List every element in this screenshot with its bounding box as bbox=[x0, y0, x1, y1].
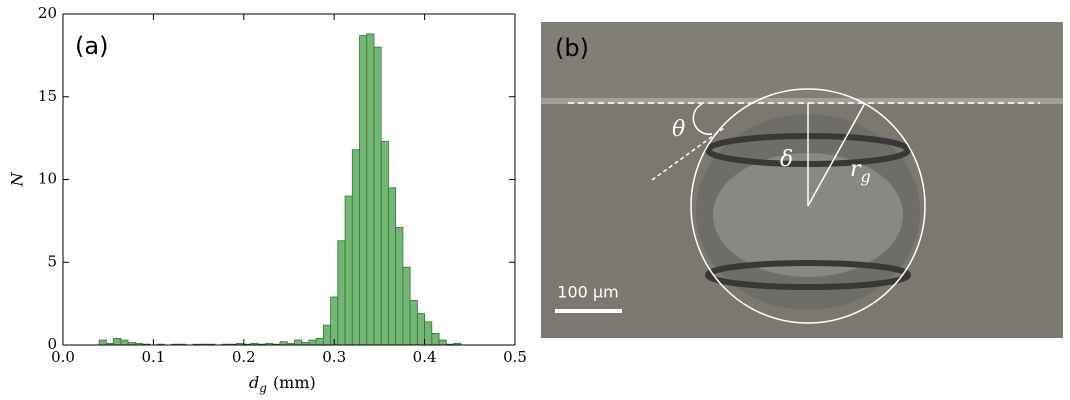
bar bbox=[373, 46, 382, 346]
x-tick-label: 0.0 bbox=[51, 348, 75, 366]
tangent-line bbox=[651, 127, 725, 181]
photo-upper-region bbox=[541, 22, 1063, 100]
depth-label: δ bbox=[780, 147, 793, 172]
bar bbox=[98, 339, 107, 346]
bar bbox=[351, 149, 360, 346]
droplet-outline bbox=[690, 88, 926, 324]
x-label-subscript: g bbox=[259, 381, 267, 395]
bar bbox=[380, 141, 389, 346]
droplet-core bbox=[713, 153, 903, 277]
x-tick-label: 0.2 bbox=[232, 348, 256, 366]
radius-subscript: g bbox=[861, 167, 871, 186]
histogram-panel: 0.0 0.1 0.2 0.3 0.4 0.5 0 5 10 15 20 Ndg (mm) (a) bbox=[8, 4, 527, 395]
x-tick-label: 0.3 bbox=[322, 348, 346, 366]
plot-frame bbox=[62, 13, 516, 346]
bar bbox=[344, 195, 353, 346]
bar bbox=[120, 339, 129, 346]
y-tick-label: 5 bbox=[47, 252, 57, 270]
bar bbox=[431, 333, 440, 346]
bar bbox=[395, 227, 404, 346]
bar bbox=[322, 324, 331, 346]
angle-label: θ bbox=[672, 117, 685, 142]
panel-label: (a) bbox=[75, 32, 108, 60]
bar bbox=[294, 339, 303, 346]
x-tick-label: 0.4 bbox=[413, 348, 437, 366]
bar bbox=[416, 313, 426, 346]
x-tick-label: 0.1 bbox=[141, 348, 165, 366]
radius-line bbox=[807, 102, 866, 207]
x-label-unit: (mm) bbox=[273, 373, 316, 392]
bar bbox=[315, 337, 324, 346]
bar bbox=[330, 296, 339, 346]
photo-panel: (b) θ δ rg 100 μm bbox=[541, 22, 1063, 338]
bar bbox=[308, 339, 317, 346]
bar bbox=[359, 35, 368, 346]
bar bbox=[409, 299, 418, 346]
droplet-fringe bbox=[705, 260, 911, 290]
radius-label: rg bbox=[850, 157, 871, 186]
interface-band bbox=[541, 98, 1063, 104]
angle-arc bbox=[692, 103, 713, 135]
x-label-symbol: d bbox=[249, 373, 259, 392]
bar bbox=[388, 187, 397, 346]
scale-bar-label: 100 μm bbox=[557, 283, 618, 302]
radius-symbol: r bbox=[850, 157, 862, 182]
bar bbox=[424, 321, 433, 346]
y-tick-label: 15 bbox=[38, 87, 57, 105]
y-tick-label: 0 bbox=[47, 335, 57, 353]
y-tick-label: 20 bbox=[38, 4, 57, 22]
bar bbox=[113, 337, 122, 346]
x-tick-label: 0.5 bbox=[503, 348, 527, 366]
x-axis-label: dg (mm) bbox=[249, 373, 316, 395]
panel-label: (b) bbox=[555, 34, 589, 62]
bar bbox=[402, 266, 411, 346]
y-axis-label: N bbox=[8, 172, 27, 188]
bar bbox=[366, 33, 375, 346]
y-tick-label: 10 bbox=[38, 170, 57, 188]
bar bbox=[337, 240, 346, 346]
bar bbox=[438, 339, 447, 346]
